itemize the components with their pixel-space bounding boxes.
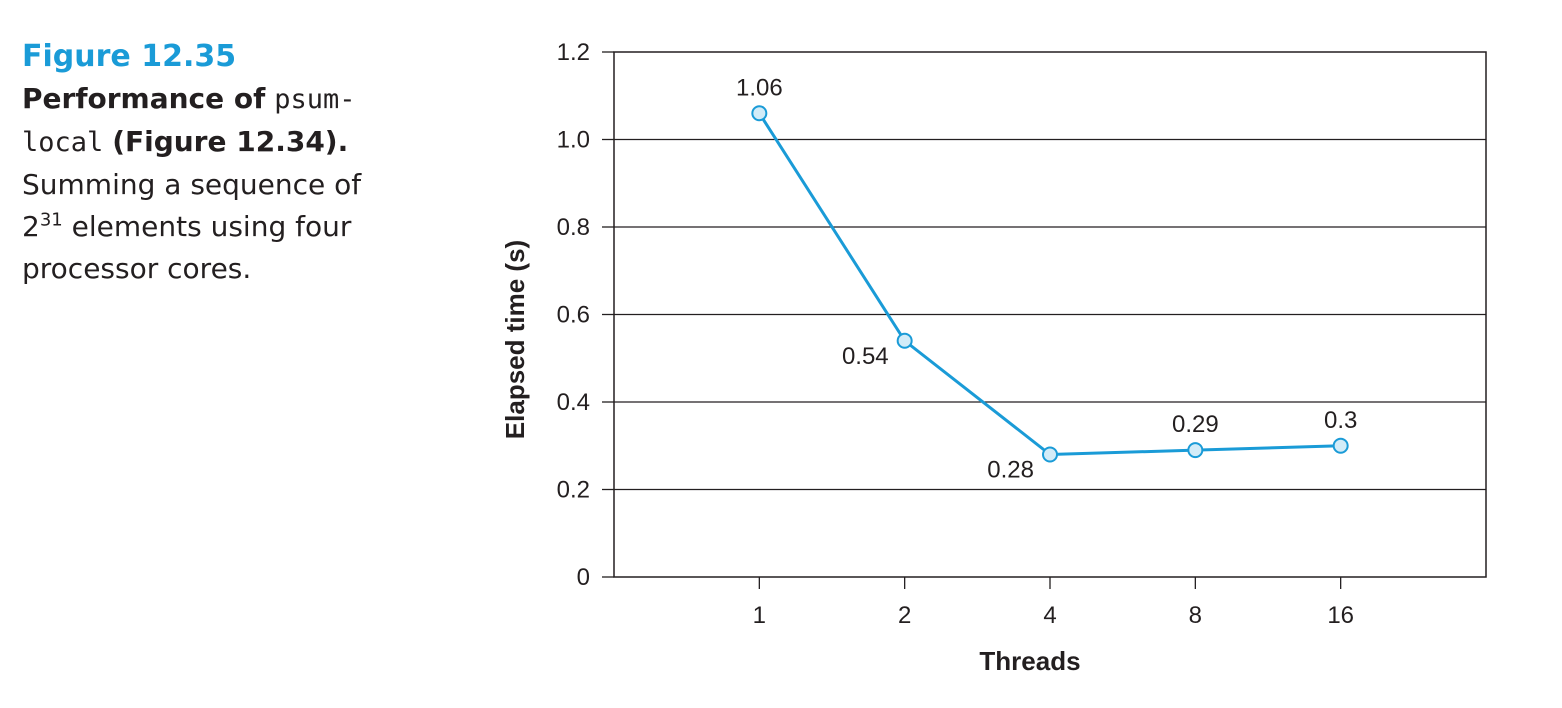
x-tick-label: 1 bbox=[753, 602, 766, 629]
data-point bbox=[1187, 442, 1204, 459]
caption-desc-3: processor cores. bbox=[22, 252, 252, 285]
data-label: 0.3 bbox=[1324, 407, 1357, 434]
data-label: 1.06 bbox=[736, 74, 783, 101]
data-point bbox=[1042, 446, 1058, 463]
caption-exp: 31 bbox=[39, 209, 63, 231]
x-tick-label: 8 bbox=[1189, 602, 1202, 629]
x-tick-label: 16 bbox=[1327, 602, 1354, 629]
caption-desc-1: Summing a sequence of bbox=[22, 168, 362, 201]
y-tick-label: 0.2 bbox=[557, 477, 590, 504]
series-line bbox=[758, 112, 1341, 457]
data-point bbox=[896, 332, 913, 349]
caption-desc-2: elements using four bbox=[62, 210, 352, 243]
y-axis-title: Elapsed time (s) bbox=[500, 240, 530, 439]
y-tick-label: 1.0 bbox=[557, 127, 590, 154]
y-tick-label: 1.2 bbox=[557, 39, 590, 66]
caption-title-suffix: (Figure 12.34). bbox=[112, 125, 349, 158]
y-tick-label: 0.4 bbox=[557, 389, 590, 416]
caption-text: Performance of psum- local (Figure 12.34… bbox=[22, 78, 422, 290]
y-tick-label: 0 bbox=[577, 564, 590, 591]
figure-number: Figure 12.35 bbox=[22, 39, 237, 74]
data-label: 0.28 bbox=[987, 457, 1034, 484]
data-point bbox=[1332, 437, 1349, 454]
x-tick-label: 4 bbox=[1043, 602, 1056, 629]
caption-title-prefix: Performance of bbox=[22, 82, 266, 115]
y-tick-label: 0.8 bbox=[557, 214, 590, 241]
data-label: 0.29 bbox=[1172, 411, 1219, 438]
data-label: 0.54 bbox=[842, 343, 889, 370]
caption-code-2: local bbox=[22, 127, 104, 158]
data-point bbox=[751, 105, 768, 122]
figure-caption: Figure 12.35 Performance of psum- local … bbox=[22, 36, 422, 290]
caption-code-1: psum- bbox=[274, 84, 356, 115]
x-tick-label: 2 bbox=[898, 602, 911, 629]
caption-exp-base: 2 bbox=[22, 210, 40, 243]
y-tick-label: 0.6 bbox=[557, 302, 590, 329]
x-axis-title: Threads bbox=[979, 646, 1080, 676]
